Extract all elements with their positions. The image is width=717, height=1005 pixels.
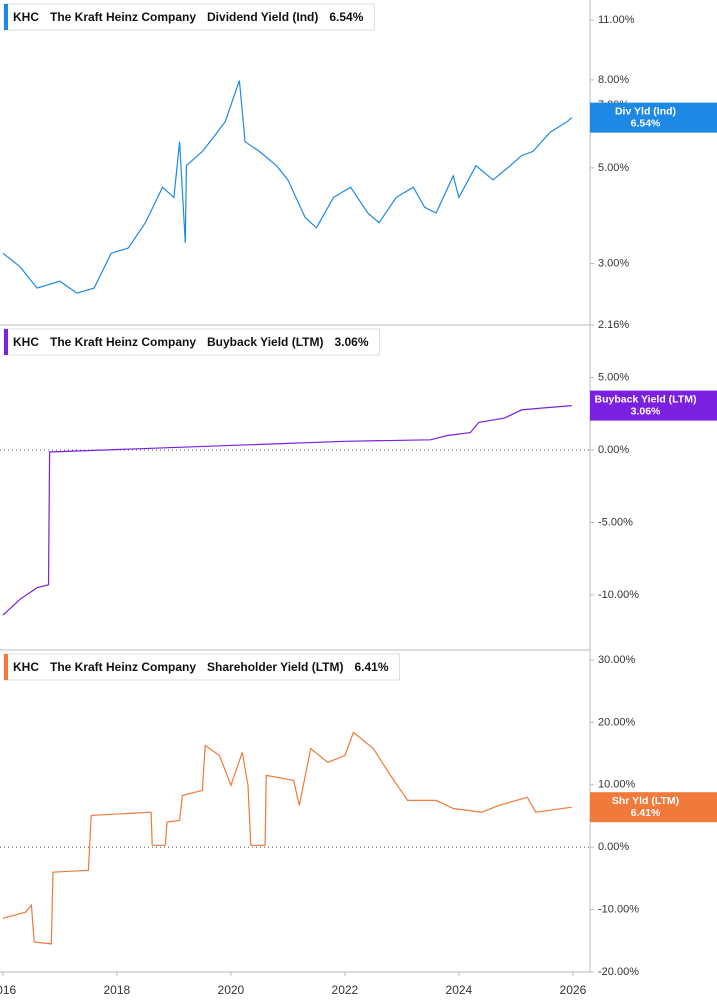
y-tick-label: 0.00%: [598, 444, 629, 456]
value-tag-value: 6.54%: [631, 117, 661, 129]
y-tick-label: 5.00%: [598, 162, 629, 174]
value-tag-value: 3.06%: [631, 405, 661, 417]
company-name: The Kraft Heinz Company: [50, 335, 196, 349]
legend-header: KHC The Kraft Heinz Company Dividend Yield…: [3, 3, 375, 31]
y-tick-label: 8.00%: [598, 74, 629, 86]
company-name: The Kraft Heinz Company: [50, 660, 196, 674]
y-tick-label: -5.00%: [598, 516, 633, 528]
current-value: 3.06%: [334, 335, 368, 349]
y-tick-label: 20.00%: [598, 716, 636, 728]
ticker: KHC: [13, 10, 39, 24]
legend-swatch: [4, 329, 8, 355]
legend-box: [3, 3, 375, 31]
y-tick-label: 5.00%: [598, 371, 629, 383]
ticker: KHC: [13, 660, 39, 674]
x-tick-label: 2022: [332, 983, 359, 997]
value-tag-label: Buyback Yield (LTM): [595, 393, 697, 405]
value-tag-value: 6.41%: [631, 807, 661, 819]
x-tick-label: 2024: [446, 983, 473, 997]
current-value: 6.41%: [354, 660, 388, 674]
y-tick-label: -10.00%: [598, 589, 639, 601]
company-name: The Kraft Heinz Company: [50, 10, 196, 24]
legend-entry: Shareholder Yield (LTM): [207, 660, 343, 674]
legend-swatch: [4, 654, 8, 680]
legend-entry: Buyback Yield (LTM): [207, 335, 323, 349]
y-tick-label: -10.00%: [598, 904, 639, 916]
legend-swatch: [4, 4, 8, 30]
legend-header: KHC The Kraft Heinz Company Buyback Yield …: [3, 328, 381, 356]
value-tag-label: Shr Yld (LTM): [612, 795, 679, 807]
y-tick-label: -20.00%: [598, 966, 639, 978]
value-tag: [590, 102, 717, 133]
x-tick-label: 2016: [0, 983, 17, 997]
y-tick-label: 0.00%: [598, 841, 629, 853]
legend-box: [3, 653, 401, 681]
series-line: [2, 405, 572, 616]
series-line: [2, 80, 573, 294]
legend-header: KHC The Kraft Heinz Company Shareholder Yi…: [3, 653, 401, 681]
y-tick-label: 3.00%: [598, 257, 629, 269]
value-tag-label: Div Yld (Ind): [615, 105, 676, 117]
current-value: 6.54%: [329, 10, 363, 24]
legend-box: [3, 328, 381, 356]
legend-entry: Dividend Yield (Ind): [207, 10, 318, 24]
x-tick-label: 2018: [104, 983, 131, 997]
y-tick-label: 2.16%: [598, 319, 629, 331]
series-line: [2, 731, 572, 945]
value-tag: [590, 792, 717, 823]
value-tag: [590, 390, 717, 421]
y-tick-label: 10.00%: [598, 779, 636, 791]
x-tick-label: 2020: [218, 983, 245, 997]
ticker: KHC: [13, 335, 39, 349]
y-tick-label: 11.00%: [598, 14, 635, 26]
y-tick-label: 30.00%: [598, 654, 636, 666]
x-tick-label: 2026: [560, 983, 587, 997]
